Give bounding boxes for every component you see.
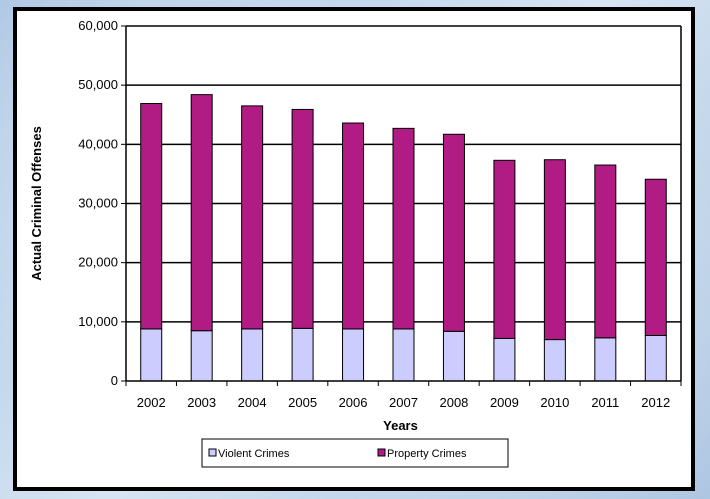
bar-property — [543, 159, 566, 341]
y-tick-label: 0 — [111, 373, 118, 388]
y-tick-label: 20,000 — [78, 255, 118, 270]
bar-property — [594, 164, 617, 339]
bars — [140, 94, 667, 382]
bar-property — [644, 178, 667, 336]
x-tick-label: 2007 — [389, 395, 418, 410]
y-tick-label: 60,000 — [78, 18, 118, 33]
bar-violent — [594, 337, 617, 382]
x-tick-label: 2009 — [490, 395, 519, 410]
bar-property — [190, 94, 213, 332]
bar-property — [291, 108, 314, 329]
bar-violent — [342, 328, 365, 382]
bar-violent — [140, 328, 163, 382]
x-tick-label: 2011 — [591, 395, 619, 410]
chart-frame: 0 10,000 20,000 30,000 40,000 50,000 60,000 20… — [13, 7, 695, 491]
x-tick-label: 2008 — [439, 395, 468, 410]
y-tick-labels: 0 10,000 20,000 30,000 40,000 50,000 60,000 — [78, 18, 118, 388]
y-axis-title: Actual Criminal Offenses — [29, 126, 44, 281]
x-tick-label: 2002 — [137, 395, 166, 410]
stacked-bar-chart: 0 10,000 20,000 30,000 40,000 50,000 60,000 20… — [29, 18, 682, 468]
x-tick-label: 2010 — [540, 395, 569, 410]
legend-swatch-violent — [208, 448, 217, 457]
x-tick-label: 2003 — [187, 395, 216, 410]
x-tick-label: 2012 — [641, 395, 670, 410]
legend-box — [201, 438, 509, 468]
axes — [121, 25, 682, 386]
bar-property — [392, 127, 415, 330]
x-tick-label: 2004 — [238, 395, 267, 410]
x-tick-labels: 2002 2003 2004 2005 2006 2007 2008 2009 2010 2011… — [137, 395, 670, 410]
y-tick-label: 30,000 — [78, 196, 118, 211]
bar-violent — [644, 334, 667, 382]
bar-violent — [493, 337, 516, 382]
bar-property — [342, 122, 365, 330]
bar-violent — [190, 330, 213, 382]
bar-violent — [241, 328, 264, 382]
legend-swatch-property — [377, 448, 386, 457]
bar-violent — [392, 328, 415, 382]
y-tick-label: 10,000 — [78, 314, 118, 329]
y-tick-label: 50,000 — [78, 77, 118, 92]
bar-property — [241, 105, 264, 330]
legend: Violent Crimes Property Crimes — [201, 438, 509, 468]
bar-violent — [291, 327, 314, 382]
bar-property — [140, 103, 163, 330]
bar-violent — [442, 330, 465, 382]
bar-property — [493, 159, 516, 339]
x-tick-label: 2005 — [288, 395, 317, 410]
x-axis-title: Years — [383, 418, 418, 433]
bar-violent — [543, 339, 566, 382]
legend-label-violent: Violent Crimes — [218, 448, 290, 460]
legend-label-property: Property Crimes — [387, 448, 467, 460]
y-tick-label: 40,000 — [78, 136, 118, 151]
bar-property — [442, 133, 465, 332]
x-tick-label: 2006 — [339, 395, 368, 410]
